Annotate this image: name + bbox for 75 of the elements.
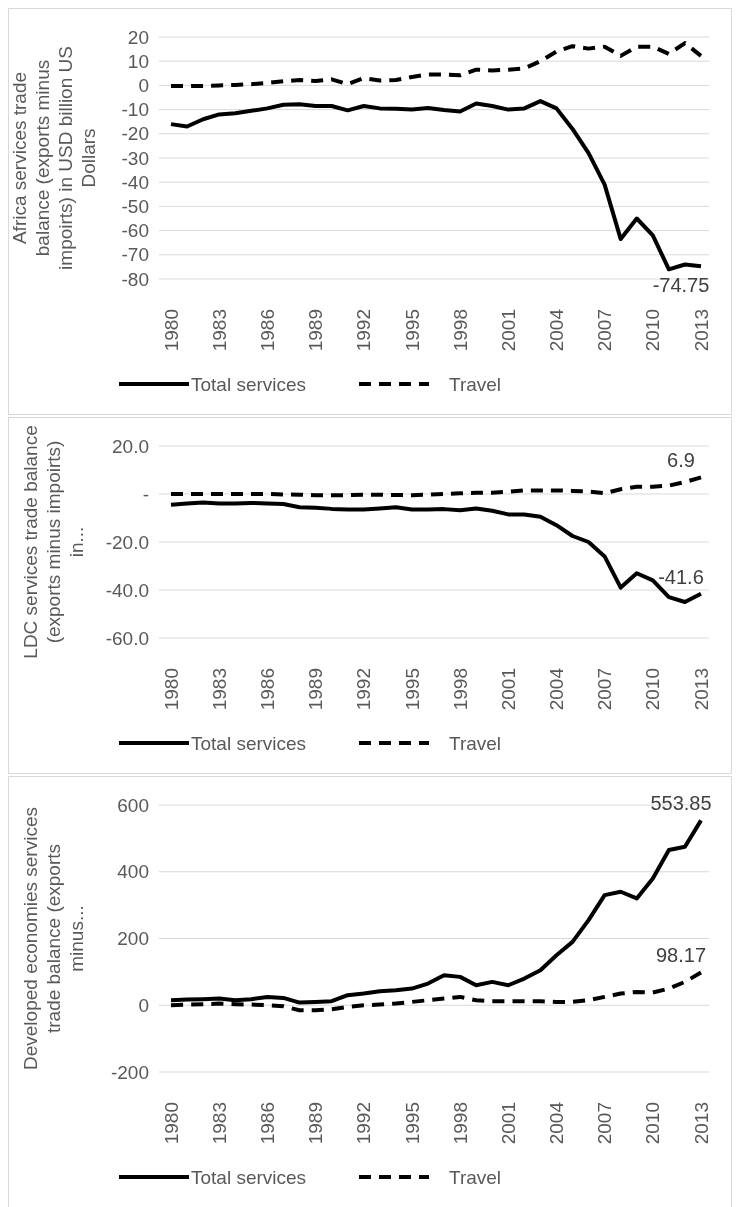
y-tick-label: -20: [121, 123, 149, 145]
x-tick-label: 1992: [353, 309, 375, 352]
line-series: [169, 500, 703, 604]
annotation: 553.85: [650, 792, 712, 815]
annotation: -74.75: [652, 274, 710, 297]
y-tick-label: 20: [127, 26, 149, 48]
legend-label: Total services: [191, 732, 307, 754]
x-tick-label: 2004: [546, 1101, 568, 1145]
y-tick-label: -50: [121, 196, 149, 218]
x-tick-label: 1983: [208, 668, 230, 711]
y-tick-label: -80: [121, 268, 149, 290]
y-tick-label: 10: [127, 50, 149, 72]
y-tick-label: 0: [138, 75, 149, 97]
y-tick-label: -40: [121, 171, 149, 193]
y-axis-title: Africa services trade balance (exports minus impoirts) in USD billion US Dollars: [9, 46, 99, 270]
y-tick-label: -30: [121, 147, 149, 169]
y-tick-label: -200: [110, 1061, 149, 1083]
y-tick-label: 600: [117, 794, 149, 816]
annotation: 6.9: [667, 449, 695, 472]
x-tick-label: 1992: [353, 1102, 375, 1145]
legend-label: Travel: [449, 732, 502, 754]
y-tick-label: -: [142, 483, 149, 505]
x-tick-label: 2013: [690, 1102, 712, 1145]
x-tick-label: 1986: [257, 668, 279, 711]
legend-label: Total services: [191, 373, 307, 395]
x-tick-label: 2007: [594, 309, 616, 352]
x-tick-label: 1980: [160, 309, 182, 352]
x-tick-label: 1989: [305, 1102, 327, 1145]
x-tick-label: 2007: [594, 1102, 616, 1145]
y-tick-label: -10: [121, 99, 149, 121]
x-tick-label: 1980: [160, 1102, 182, 1145]
y-tick-label: -40.0: [105, 579, 149, 601]
annotation: 98.17: [655, 944, 707, 967]
x-tick-label: 1986: [257, 309, 279, 352]
annotation: -41.6: [658, 565, 704, 588]
legend-label: Total services: [191, 1166, 307, 1188]
x-tick-label: 2004: [546, 308, 568, 352]
y-tick-label: -60.0: [105, 627, 149, 649]
line-series: [169, 99, 703, 272]
x-tick-label: 2010: [642, 309, 664, 352]
y-tick-label: -20.0: [105, 531, 149, 553]
x-tick-label: 1998: [449, 309, 471, 352]
x-tick-label: 1995: [401, 668, 423, 711]
x-tick-label: 1998: [449, 1102, 471, 1145]
legend-label: Travel: [449, 1166, 502, 1188]
legend-label: Travel: [449, 373, 502, 395]
y-axis-title: LDC services trade balance (exports minus impoirts) in...: [20, 425, 87, 659]
x-tick-label: 1989: [305, 309, 327, 352]
y-axis-title: Developed economies services trade balance (exports minus...: [20, 807, 87, 1070]
x-tick-label: 2001: [497, 668, 519, 711]
x-tick-label: 2010: [642, 668, 664, 711]
x-tick-label: 1986: [257, 1102, 279, 1145]
y-tick-label: -60: [121, 220, 149, 242]
line-series: [169, 475, 703, 498]
x-tick-label: 1983: [208, 1102, 230, 1145]
x-tick-label: 1995: [401, 309, 423, 352]
line-series: [169, 41, 703, 89]
x-tick-label: 2001: [497, 309, 519, 352]
y-tick-label: 20.0: [112, 435, 149, 457]
x-tick-label: 1998: [449, 668, 471, 711]
x-tick-label: 2001: [497, 1102, 519, 1145]
x-tick-label: 2004: [546, 667, 568, 711]
x-tick-label: 2010: [642, 1102, 664, 1145]
x-tick-label: 1980: [160, 668, 182, 711]
y-tick-label: 0: [138, 994, 149, 1016]
x-tick-label: 1983: [208, 309, 230, 352]
y-tick-label: 400: [117, 861, 149, 883]
x-tick-label: 2007: [594, 668, 616, 711]
x-tick-label: 1989: [305, 668, 327, 711]
x-tick-label: 2013: [690, 668, 712, 711]
x-tick-label: 2013: [690, 309, 712, 352]
x-tick-label: 1995: [401, 1102, 423, 1145]
y-tick-label: 200: [117, 928, 149, 950]
y-tick-label: -70: [121, 244, 149, 266]
x-tick-label: 1992: [353, 668, 375, 711]
